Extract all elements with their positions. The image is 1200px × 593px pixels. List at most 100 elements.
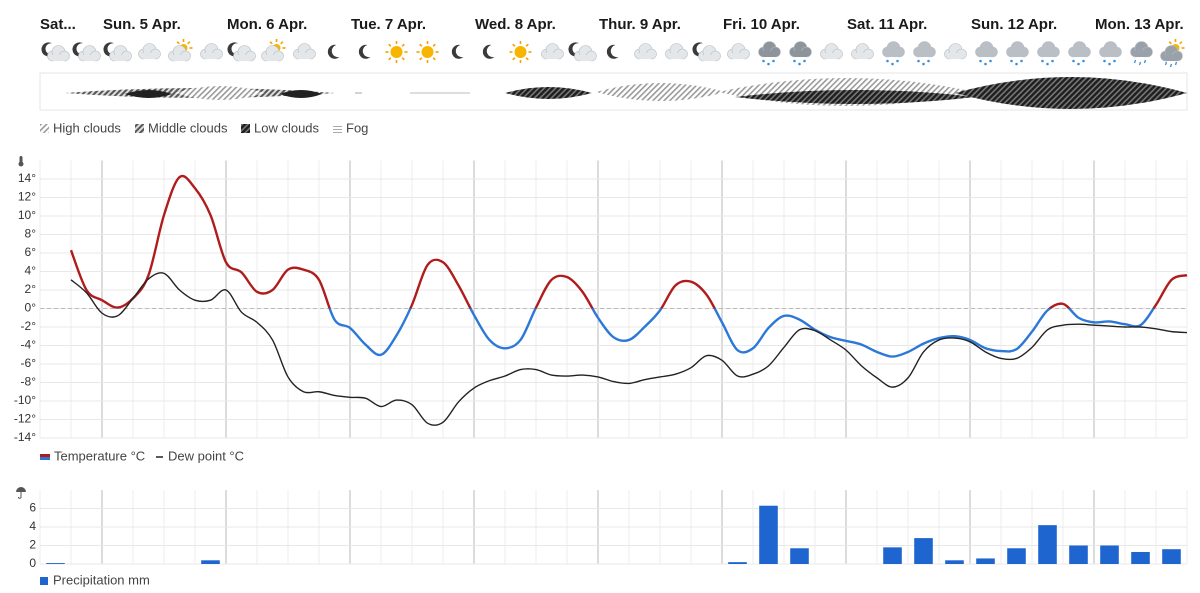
rain-drop <box>1164 61 1168 66</box>
cloud-part <box>1011 51 1024 57</box>
weather-icon <box>416 41 439 63</box>
cloud-part <box>205 53 218 59</box>
snow-flake <box>1051 59 1054 63</box>
snow-flake <box>886 59 889 63</box>
cloud-part <box>1135 51 1148 57</box>
snow-flake <box>1082 59 1085 63</box>
snow-flake <box>1072 59 1075 63</box>
legend-label: Fog <box>346 120 368 135</box>
cloud-part <box>825 53 838 59</box>
legend-swatch <box>135 124 144 133</box>
bar <box>46 563 65 564</box>
sun <box>514 46 527 58</box>
legend-swatch <box>40 454 50 457</box>
rain-drop <box>1169 63 1173 68</box>
y-tick-label: 8° <box>25 227 37 241</box>
rain-drop <box>1133 59 1137 64</box>
bar <box>883 547 902 564</box>
bar <box>790 548 809 564</box>
legend-label: Temperature °C <box>54 448 145 463</box>
snow-flake <box>1046 62 1049 66</box>
sun-ray <box>176 41 180 45</box>
y-tick-label: 0° <box>25 301 37 315</box>
snow-flake <box>772 59 775 63</box>
cloud-part <box>918 51 931 57</box>
snow-flake <box>989 59 992 63</box>
y-tick-label: 0 <box>29 556 36 570</box>
snow-flake <box>1103 59 1106 63</box>
sun-ray <box>525 43 529 47</box>
moon <box>606 44 619 59</box>
sun-ray <box>401 43 405 47</box>
weather-icon <box>293 43 316 60</box>
cloud-part <box>794 51 807 57</box>
weather-icon <box>327 44 340 59</box>
bar <box>1038 525 1057 564</box>
weather-icon <box>1068 41 1091 66</box>
y-tick-label: -12° <box>14 412 36 426</box>
weather-icon <box>509 41 532 63</box>
cloud-part <box>238 55 251 61</box>
bar <box>1007 548 1026 564</box>
y-tick-label: 6° <box>25 245 37 259</box>
weather-icon <box>482 44 495 59</box>
sun-ray <box>432 57 436 61</box>
weather-icon <box>789 41 812 66</box>
weather-icon <box>692 42 721 62</box>
cloud-part <box>980 51 993 57</box>
snow-flake <box>1077 62 1080 66</box>
cloud-part <box>949 53 962 59</box>
weather-icon <box>944 43 967 60</box>
y-tick-label: -8° <box>21 375 37 389</box>
cloud-layer <box>125 90 172 98</box>
snow-flake <box>767 62 770 66</box>
day-label: Sat... <box>40 16 76 33</box>
legend-label: Dew point °C <box>168 448 244 463</box>
legend-swatch <box>40 124 49 133</box>
cloud-part <box>763 51 776 57</box>
y-tick-label: 4 <box>29 519 36 533</box>
weather-icon <box>385 41 408 63</box>
weather-icon <box>1006 41 1029 66</box>
sun-ray <box>280 41 284 45</box>
y-tick-label: -14° <box>14 430 36 444</box>
snow-flake <box>979 59 982 63</box>
y-tick-label: 14° <box>18 171 36 185</box>
cloud-part <box>173 55 186 61</box>
series-line <box>69 174 1188 358</box>
sun-ray <box>512 57 516 61</box>
cloud-layer <box>175 86 265 100</box>
snow-flake <box>896 59 899 63</box>
weather-icon <box>568 42 597 62</box>
rain-drop <box>1138 61 1142 66</box>
sun-ray <box>187 41 191 45</box>
y-tick-label: 4° <box>25 264 37 278</box>
sun-ray <box>512 43 516 47</box>
weather-icon <box>665 43 688 60</box>
umbrella-icon <box>16 487 26 499</box>
bar <box>201 560 220 564</box>
weather-icon <box>200 43 223 60</box>
y-tick-label: 2° <box>25 282 37 296</box>
day-label: Wed. 8 Apr. <box>475 16 556 33</box>
rain-drop <box>1143 59 1147 64</box>
legend-label: Middle clouds <box>148 120 228 135</box>
sun <box>390 46 403 58</box>
cloud-layer <box>280 90 322 98</box>
sun-ray <box>401 57 405 61</box>
weather-icon <box>227 42 256 62</box>
snow-flake <box>891 62 894 66</box>
cloud-part <box>83 55 96 61</box>
legend-swatch <box>241 124 250 133</box>
weather-icon <box>1130 41 1153 66</box>
snow-flake <box>1020 59 1023 63</box>
weather-icon <box>820 43 843 60</box>
snow-flake <box>922 62 925 66</box>
snow-flake <box>1041 59 1044 63</box>
bar <box>914 538 933 564</box>
snow-flake <box>927 59 930 63</box>
cloud-part <box>1042 51 1055 57</box>
legend-label: High clouds <box>53 120 121 135</box>
bar <box>1131 551 1150 564</box>
cloud-part <box>114 55 127 61</box>
